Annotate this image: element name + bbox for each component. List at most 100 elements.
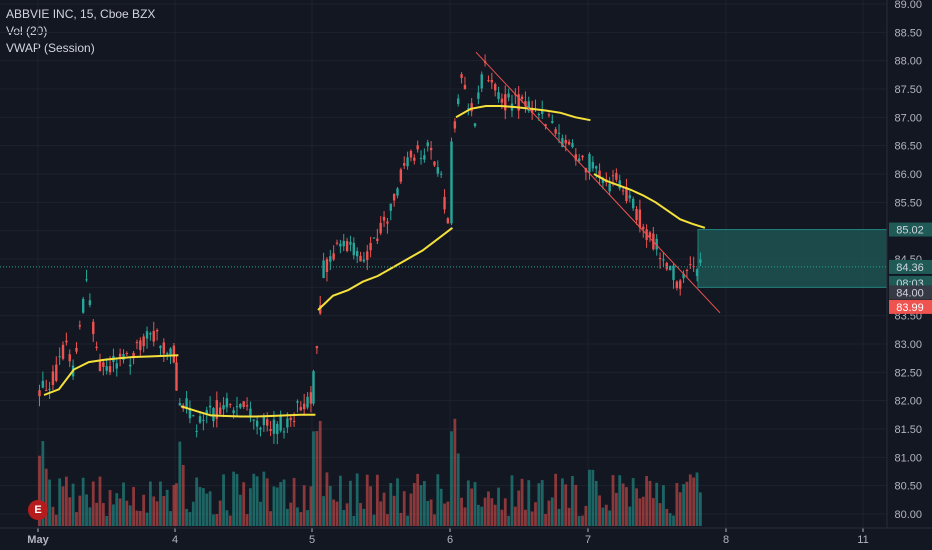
candle-body [564,140,567,144]
price-tick-label: 89.00 [894,0,922,11]
candle-body [577,158,581,162]
volume-bar [638,498,642,526]
volume-bar [460,497,463,526]
volume-bar [436,474,440,526]
candle-body [325,259,329,273]
volume-bar [128,505,132,526]
volume-bar [108,490,112,526]
candle-body [611,175,615,177]
candle-body [463,84,467,90]
volume-bar [456,453,460,526]
volume-bar [58,478,62,526]
candle-body [436,167,440,174]
legend-vwap[interactable]: VWAP (Session) [6,41,95,55]
volume-bar [296,507,299,526]
candle-body [165,353,169,355]
volume-bar [557,508,561,526]
candle-body [342,240,345,247]
candle-body [129,364,132,367]
volume-bar [195,477,199,526]
volume-bar [88,507,92,526]
earnings-badge[interactable]: E [28,500,48,520]
volume-bar [540,480,544,526]
candle-body [433,161,436,166]
candle-body [192,415,195,417]
candle-body [135,342,139,344]
volume-bar [426,500,430,526]
volume-bar [372,514,376,526]
candle-body [621,190,625,192]
candle-body [450,141,453,224]
volume-bar [476,504,480,526]
volume-bar [416,473,420,526]
volume-bar [591,469,595,526]
volume-bar [463,507,467,526]
volume-bar [507,515,511,526]
price-line-label: 84.36 [896,262,924,274]
volume-bar [698,492,702,526]
volume-bar [544,514,547,526]
volume-bar [148,481,152,526]
volume-bar [443,503,446,526]
volume-bar [604,504,608,526]
candle-body [292,420,296,422]
volume-bar [608,510,612,526]
volume-bar [61,486,65,526]
volume-bar [208,491,212,526]
candle-body [266,419,269,426]
volume-bar [530,511,534,526]
volume-bar [513,506,517,526]
volume-bar [138,511,142,526]
candle-body [289,417,292,421]
candle-body [480,74,483,89]
candle-body [467,108,470,110]
candle-body [149,333,152,335]
volume-bar [101,503,105,526]
candle-body [658,258,662,260]
volume-bar [581,515,584,526]
legend-volume[interactable]: Vol (20) [6,24,48,38]
candle-body [218,407,222,415]
volume-bar [560,478,564,526]
candle-body [409,150,413,158]
volume-bar [228,515,232,526]
volume-bar [342,509,346,526]
candle-body [376,238,379,242]
candle-body [588,153,591,173]
candle-body [142,336,145,347]
volume-bar [675,483,679,526]
volume-bar [328,485,332,526]
candle-body [299,407,303,411]
price-tick-label: 86.50 [894,141,922,153]
volume-bar [95,502,99,526]
candle-body [272,419,276,434]
candle-body [139,340,142,351]
volume-bar [118,498,122,526]
volume-bar [594,480,598,526]
volume-bar [115,493,119,526]
candle-body [366,251,369,260]
volume-bar [165,489,169,526]
volume-bar [412,483,416,526]
candle-body [252,419,255,421]
candle-body [115,363,118,369]
candle-body [675,281,679,289]
volume-bar [242,482,246,526]
volume-bar [91,481,95,526]
volume-bar [517,490,521,526]
candle-body [672,265,675,281]
volume-bar [453,418,457,526]
volume-bar [299,512,303,526]
candle-body [41,380,45,388]
candle-body [399,169,403,182]
volume-bar [419,485,423,526]
time-tick-label: 6 [447,534,453,546]
candle-body [242,401,245,407]
legend-symbol[interactable]: ABBVIE INC, 15, Cboe BZX [6,7,156,21]
candle-body [68,354,71,362]
volume-bar [399,512,403,526]
candle-body [581,155,584,158]
candle-body [638,209,642,228]
volume-bar [446,501,450,526]
